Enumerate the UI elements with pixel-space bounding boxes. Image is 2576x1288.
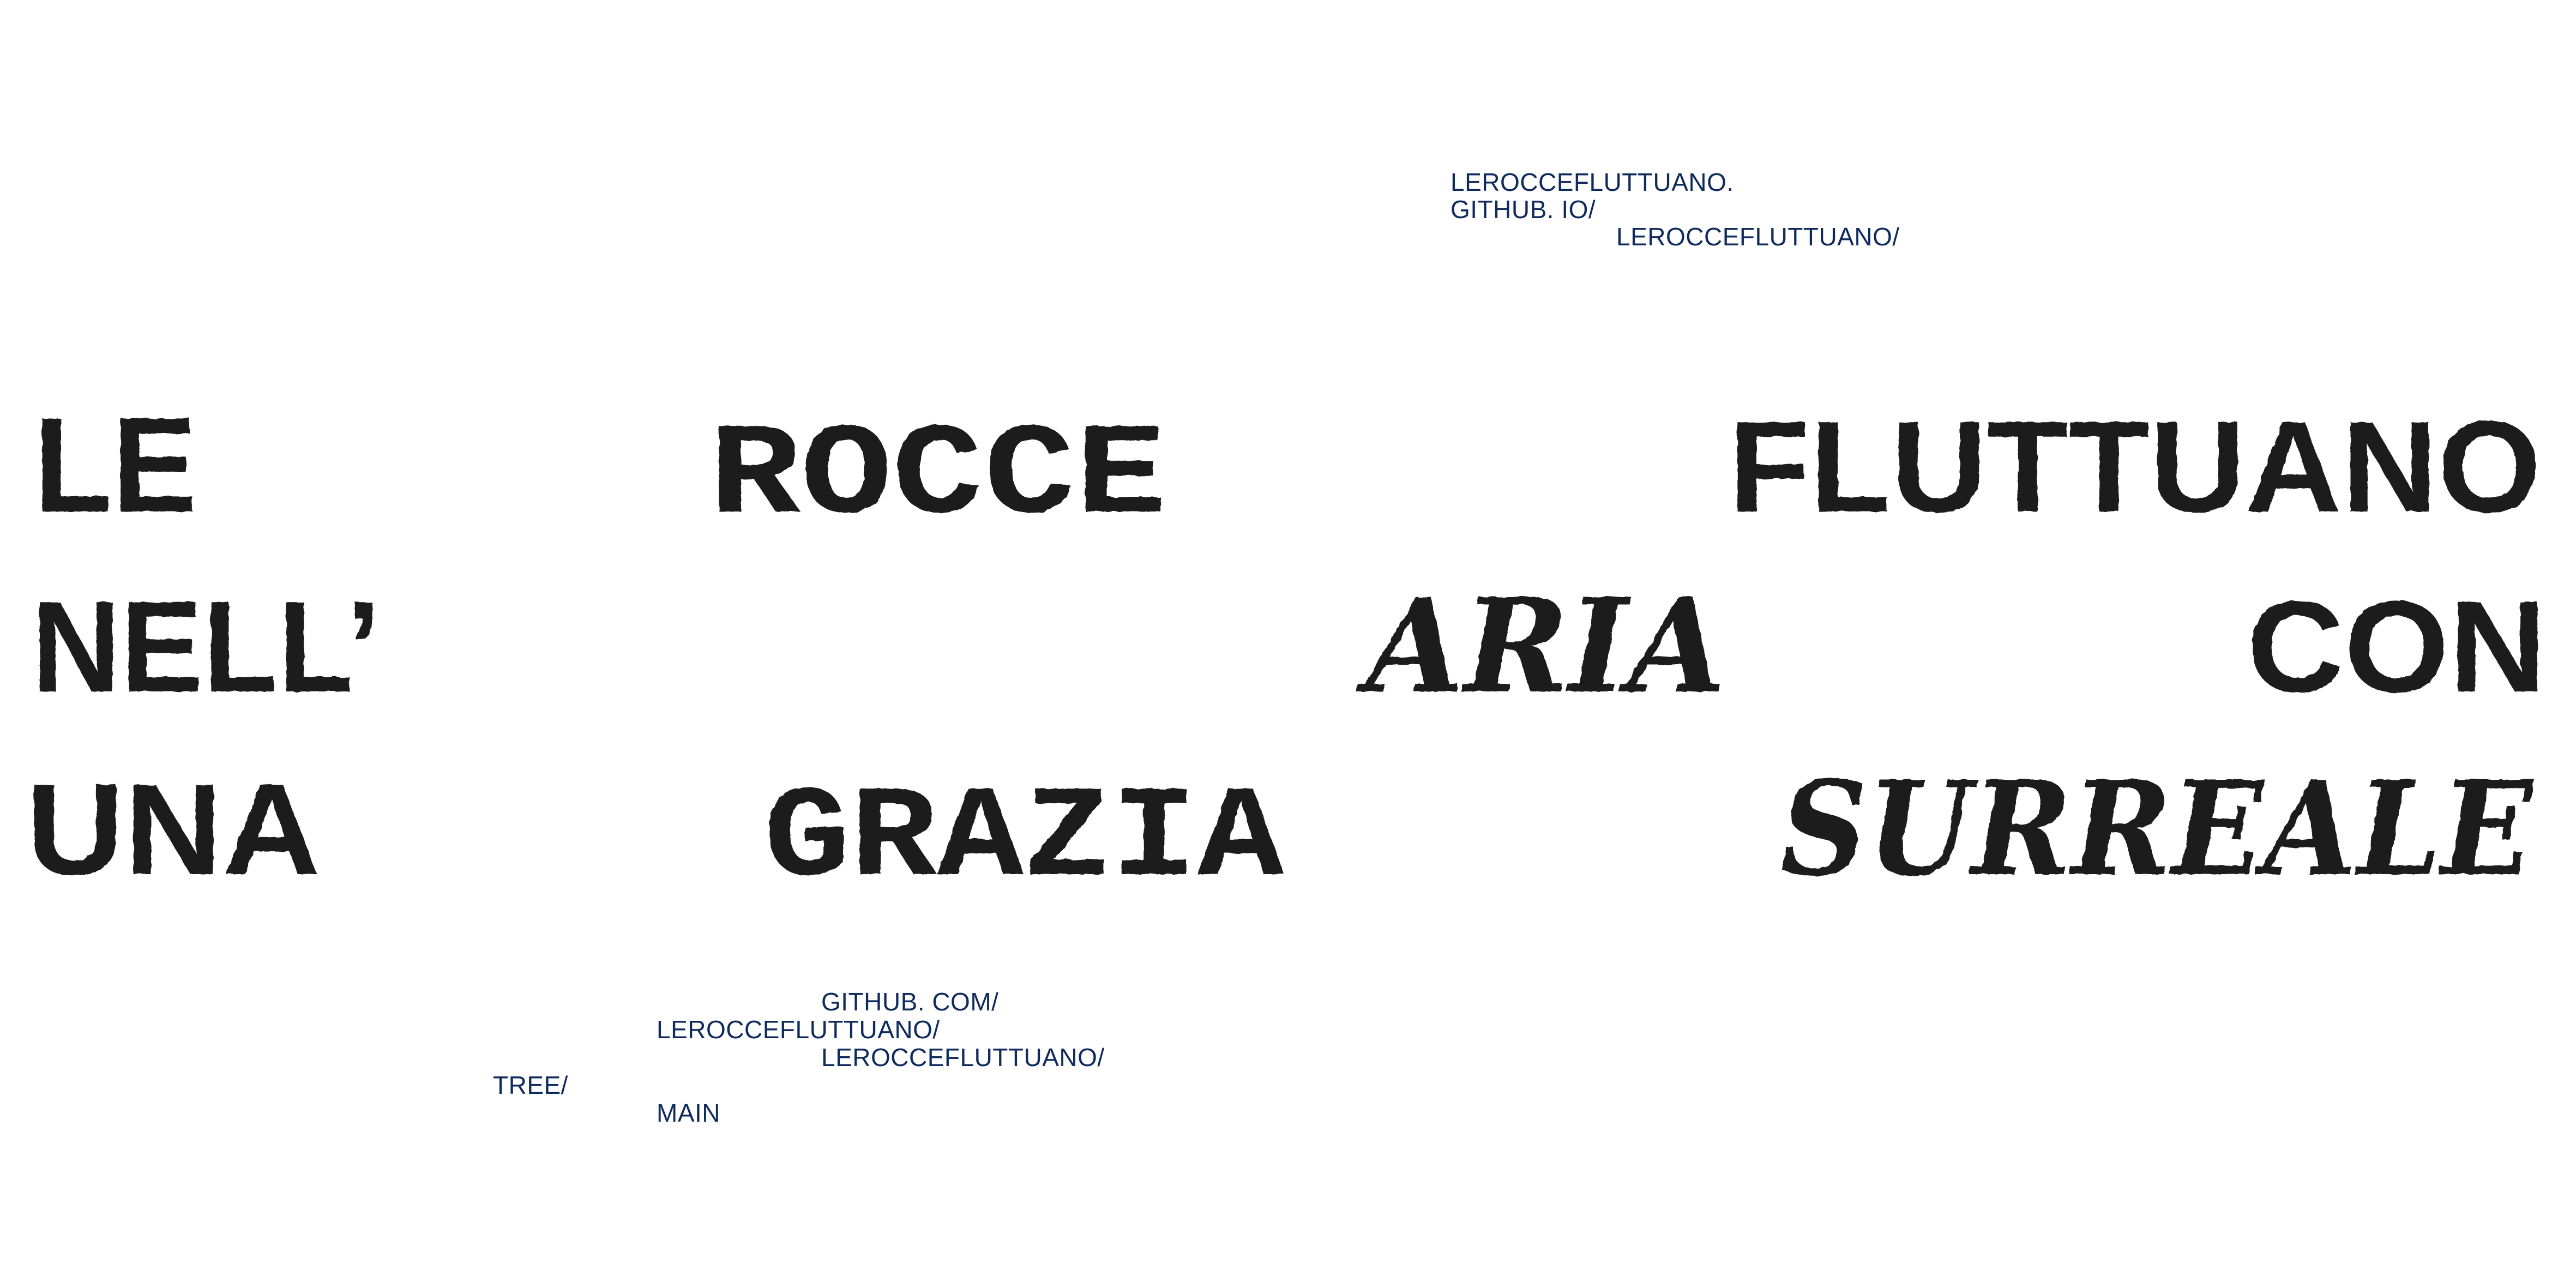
svg-text:ROCCE: ROCCE bbox=[709, 404, 1167, 551]
bottom-url-line-1[interactable]: GITHUB. COM/ bbox=[821, 988, 999, 1016]
bottom-url-line-2[interactable]: LEROCCEFLUTTUANO/ bbox=[657, 1015, 940, 1044]
top-url-line-2[interactable]: GITHUB. IO/ bbox=[1450, 195, 1596, 224]
top-url-line-3[interactable]: LEROCCEFLUTTUANO/ bbox=[1616, 222, 1900, 251]
svg-text:FLUTTUANO: FLUTTUANO bbox=[1729, 395, 2541, 539]
svg-text:NELL’: NELL’ bbox=[32, 575, 381, 719]
svg-text:LE: LE bbox=[34, 389, 197, 540]
bottom-url-line-4[interactable]: TREE/ bbox=[493, 1071, 568, 1099]
svg-text:SURREALE: SURREALE bbox=[1780, 753, 2535, 905]
svg-text:CON: CON bbox=[2247, 575, 2547, 719]
bottom-url-line-5[interactable]: MAIN bbox=[657, 1099, 720, 1127]
svg-text:ARIA: ARIA bbox=[1356, 570, 1726, 723]
bottom-url-line-3[interactable]: LEROCCEFLUTTUANO/ bbox=[821, 1043, 1105, 1072]
svg-text:UNA: UNA bbox=[26, 757, 321, 902]
top-url-line-1[interactable]: LEROCCEFLUTTUANO. bbox=[1450, 168, 1734, 196]
svg-text:GRAZIA: GRAZIA bbox=[763, 767, 1284, 913]
